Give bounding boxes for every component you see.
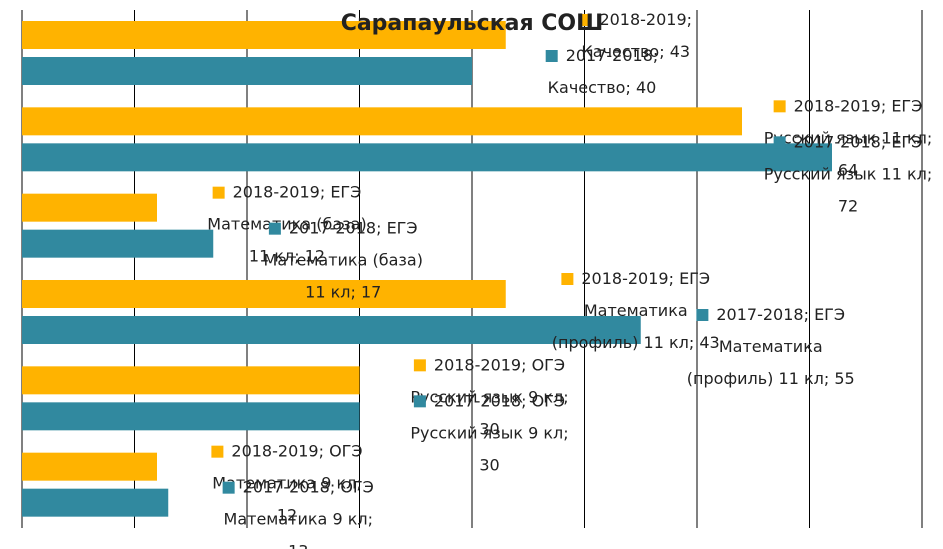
data-label: 2017-2018; ЕГЭ Русский язык 11 кл; 72 bbox=[764, 132, 933, 215]
legend-marker bbox=[579, 14, 592, 26]
bar bbox=[22, 366, 360, 395]
chart-title: Сарапаульская СОШ bbox=[341, 11, 604, 36]
legend-marker bbox=[773, 100, 786, 113]
data-label: 2018-2019; ЕГЭ Математика (профиль) 11 кл;… bbox=[552, 269, 720, 352]
bar bbox=[22, 402, 360, 431]
bar bbox=[22, 229, 214, 258]
bar bbox=[22, 21, 506, 49]
data-label: 2018-2019; Качество; 43 bbox=[581, 10, 692, 61]
bar bbox=[22, 143, 832, 172]
legend-marker bbox=[212, 186, 225, 199]
data-label: 2017-2018; Качество; 40 bbox=[548, 46, 659, 97]
bar bbox=[22, 488, 169, 517]
bar bbox=[22, 316, 641, 344]
bars bbox=[22, 21, 832, 517]
legend-marker bbox=[222, 481, 235, 494]
bar bbox=[22, 57, 472, 85]
data-label: 2018-2019; ЕГЭ Математика (база) 11 кл; 12 bbox=[207, 182, 366, 265]
bar bbox=[22, 193, 157, 222]
legend-marker bbox=[413, 359, 426, 372]
bar bbox=[22, 280, 506, 308]
data-label: 2018-2019; ЕГЭ Русский язык 11 кл; 64 bbox=[764, 96, 933, 179]
bar bbox=[22, 452, 157, 481]
grid bbox=[21, 10, 923, 528]
legend-marker bbox=[773, 136, 786, 149]
data-label: 2018-2019; ОГЭ Русский язык 9 кл; 30 bbox=[410, 355, 568, 438]
data-label: 2017-2018; ЕГЭ Математика (база) 11 кл; 17 bbox=[264, 218, 423, 301]
bar bbox=[22, 107, 742, 136]
legend-marker bbox=[545, 50, 558, 62]
legend-marker bbox=[561, 273, 574, 285]
legend-marker bbox=[211, 445, 224, 458]
legend-marker bbox=[268, 222, 281, 235]
legend-marker bbox=[413, 395, 426, 408]
legend-marker bbox=[696, 309, 709, 321]
data-label: 2018-2019; ОГЭ Математика 9 кл; 12 bbox=[212, 441, 362, 524]
data-label: 2017-2018; ОГЭ Русский язык 9 кл; 30 bbox=[410, 391, 568, 474]
data-label: 2017-2018; ЕГЭ Математика (профиль) 11 кл;… bbox=[687, 305, 855, 388]
